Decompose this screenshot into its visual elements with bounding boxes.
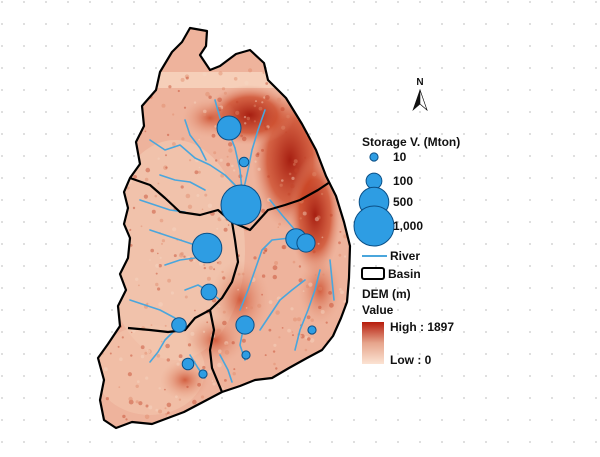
river bbox=[243, 109, 266, 189]
river-legend-label: River bbox=[390, 249, 420, 263]
river bbox=[129, 299, 176, 319]
storage-legend-label: 1,000 bbox=[393, 219, 423, 233]
reservoir-marker bbox=[171, 317, 187, 333]
dem-value-label: Value bbox=[362, 303, 394, 317]
river bbox=[259, 279, 306, 331]
storage-legend-symbol bbox=[365, 172, 383, 190]
basin-divide bbox=[208, 309, 224, 393]
reservoir-marker bbox=[220, 184, 262, 226]
reservoir-marker bbox=[238, 156, 250, 168]
reservoir-marker bbox=[296, 233, 316, 253]
river bbox=[219, 354, 233, 383]
river bbox=[149, 139, 241, 191]
reservoir-markers bbox=[171, 115, 317, 379]
reservoir-marker bbox=[235, 315, 255, 335]
reservoir-marker bbox=[200, 283, 218, 301]
reservoir-marker bbox=[241, 350, 251, 360]
river bbox=[149, 229, 196, 246]
reservoir-marker bbox=[181, 357, 195, 371]
storage-legend-label: 500 bbox=[393, 195, 413, 209]
river bbox=[149, 329, 176, 363]
storage-legend-symbol bbox=[353, 205, 395, 247]
reservoir-marker bbox=[191, 232, 223, 264]
river bbox=[329, 259, 335, 301]
storage-legend-title: Storage V. (Mton) bbox=[362, 135, 460, 149]
basin-legend-label: Basin bbox=[388, 267, 421, 281]
coastline bbox=[96, 26, 352, 430]
river bbox=[239, 237, 291, 311]
river bbox=[159, 174, 206, 191]
river bbox=[269, 199, 296, 231]
storage-legend-label: 10 bbox=[393, 150, 407, 164]
dem-color-ramp bbox=[362, 322, 384, 364]
reservoir-marker bbox=[216, 115, 242, 141]
basin-legend-swatch bbox=[361, 267, 385, 280]
river bbox=[294, 269, 321, 351]
reservoir-marker bbox=[307, 325, 317, 335]
dem-low-label: Low : 0 bbox=[390, 353, 432, 367]
reservoir-marker bbox=[198, 369, 208, 379]
storage-legend-label: 100 bbox=[393, 174, 413, 188]
storage-legend-symbol bbox=[369, 152, 379, 162]
storage-legend-items: 10 100 500 1,000 bbox=[353, 150, 423, 247]
dem-high-label: High : 1897 bbox=[390, 320, 454, 334]
river bbox=[184, 119, 207, 161]
north-arrow: N bbox=[412, 77, 428, 111]
north-label: N bbox=[416, 77, 423, 88]
dem-legend-title: DEM (m) bbox=[362, 287, 411, 301]
